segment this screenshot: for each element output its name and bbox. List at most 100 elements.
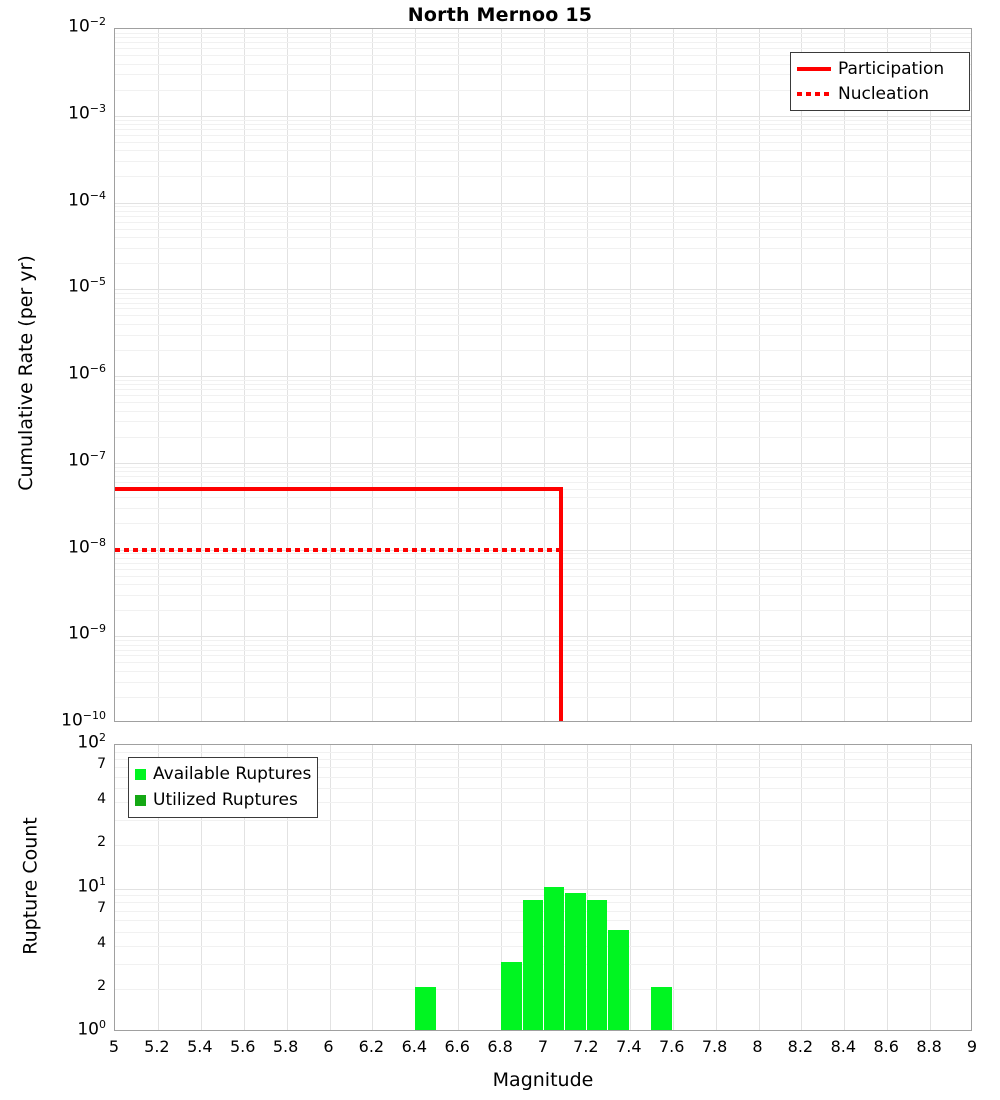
gridline-vertical (887, 745, 889, 1030)
gridline-horizontal (115, 237, 971, 239)
bottom-chart-y-minor-tick: 7 (97, 756, 106, 773)
gridline-horizontal (115, 767, 971, 769)
x-axis-label: Magnitude (492, 1069, 594, 1091)
gridline-horizontal (115, 471, 971, 473)
bottom-chart-legend: Available Ruptures Utilized Ruptures (128, 757, 319, 818)
gridline-horizontal (115, 289, 971, 291)
x-tick: 6.2 (358, 1037, 385, 1056)
x-tick: 8.4 (830, 1037, 857, 1056)
gridline-horizontal (115, 610, 971, 612)
gridline-horizontal (115, 141, 971, 143)
gridline-vertical (887, 29, 889, 721)
page-title: North Mernoo 15 (407, 4, 593, 26)
gridline-horizontal (115, 315, 971, 317)
x-tick: 6.8 (487, 1037, 513, 1056)
gridline-horizontal (115, 134, 971, 136)
x-tick: 7.6 (658, 1037, 685, 1056)
top-chart-y-tick: 10−8 (68, 535, 106, 558)
gridline-horizontal (115, 497, 971, 499)
x-tick: 8 (752, 1037, 763, 1056)
gridline-horizontal (115, 161, 971, 163)
gridline-horizontal (115, 902, 971, 904)
bar-available (608, 929, 629, 1030)
gridline-horizontal (115, 206, 971, 208)
gridline-horizontal (115, 37, 971, 39)
x-tick: 7.2 (573, 1037, 599, 1056)
gridline-vertical (286, 29, 288, 721)
gridline-vertical (544, 29, 545, 721)
legend-label-available: Available Ruptures (153, 764, 312, 784)
bottom-chart-y-tick: 100 (77, 1018, 106, 1040)
bottom-chart-y-minor-tick: 4 (97, 934, 106, 951)
gridline-horizontal (115, 584, 971, 586)
gridline-vertical (286, 745, 288, 1030)
gridline-vertical (629, 29, 631, 721)
gridline-vertical (157, 29, 159, 721)
gridline-horizontal (115, 557, 971, 559)
bottom-chart-y-tick: 101 (77, 874, 106, 897)
gridline-horizontal (115, 421, 971, 423)
gridline-horizontal (115, 776, 971, 778)
gridline-horizontal (115, 410, 971, 412)
top-chart-legend: Participation Nucleation (790, 52, 970, 111)
gridline-vertical (372, 29, 374, 721)
gridline-horizontal (115, 349, 971, 351)
gridline-horizontal (115, 888, 971, 890)
legend-item-available-ruptures: Available Ruptures (135, 761, 311, 787)
gridline-vertical (758, 29, 760, 721)
x-tick: 8.2 (787, 1037, 814, 1056)
gridline-horizontal (115, 228, 971, 230)
legend-item-utilized-ruptures: Utilized Ruptures (135, 787, 311, 813)
x-tick: 8.6 (873, 1037, 899, 1056)
gridline-vertical (501, 29, 503, 721)
gridline-horizontal (115, 379, 971, 381)
bottom-chart-y-minor-tick: 2 (97, 834, 106, 851)
x-tick: 6.4 (401, 1037, 428, 1056)
gridline-horizontal (115, 553, 971, 555)
gridline-horizontal (115, 323, 971, 325)
x-tick: 6 (323, 1037, 334, 1056)
x-tick: 7.8 (701, 1037, 728, 1056)
gridline-horizontal (115, 302, 971, 304)
gridline-vertical (672, 745, 674, 1030)
bar-available (544, 886, 565, 1030)
gridline-horizontal (115, 334, 971, 336)
gridline-horizontal (115, 176, 971, 178)
gridline-horizontal (115, 395, 971, 397)
series-drop-nucleation (559, 547, 564, 721)
x-tick: 7 (537, 1037, 549, 1056)
bar-available (501, 961, 522, 1030)
gridline-vertical (586, 29, 588, 721)
gridline-horizontal (115, 802, 971, 804)
gridline-vertical (329, 745, 331, 1030)
gridline-horizontal (115, 945, 971, 947)
top-chart-y-tick: 10−10 (61, 709, 106, 731)
gridline-vertical (930, 745, 932, 1030)
gridline-horizontal (115, 845, 971, 847)
gridline-vertical (157, 745, 159, 1030)
top-chart-y-tick: 10−4 (68, 188, 106, 211)
gridline-horizontal (115, 129, 971, 131)
solid-line-icon (797, 66, 831, 71)
gridline-vertical (930, 29, 932, 721)
top-chart-plot-area (114, 28, 972, 722)
gridline-vertical (801, 745, 803, 1030)
gridline-horizontal (115, 640, 971, 642)
gridline-horizontal (115, 670, 971, 672)
gridline-vertical (715, 29, 717, 721)
legend-label-utilized: Utilized Ruptures (153, 790, 298, 810)
top-chart-y-tick: 10−5 (68, 275, 106, 297)
series-line-nucleation (115, 547, 562, 552)
x-tick: 9 (966, 1037, 978, 1056)
x-tick: 7.4 (616, 1037, 642, 1056)
x-tick: 5.8 (272, 1037, 299, 1056)
top-chart-y-tick: 10−7 (68, 448, 106, 471)
dotted-line-icon (797, 91, 831, 96)
gridline-vertical (672, 29, 674, 721)
gridline-vertical (586, 745, 588, 1030)
gridline-horizontal (115, 263, 971, 265)
gridline-horizontal (115, 48, 971, 50)
gridline-vertical (629, 745, 631, 1030)
gridline-horizontal (115, 42, 971, 44)
gridline-horizontal (115, 402, 971, 404)
